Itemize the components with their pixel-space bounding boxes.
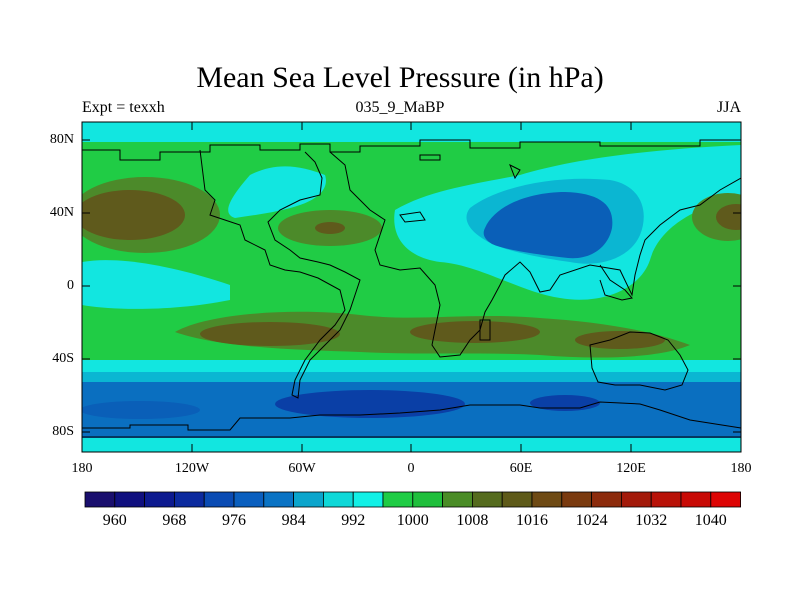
lon-tick-0: 0 xyxy=(407,461,415,476)
colorbar-box xyxy=(471,491,503,508)
pressure-high-southern-brown-1 xyxy=(200,322,340,346)
colorbar-box xyxy=(263,491,294,508)
coastline-interior-lakes xyxy=(399,211,491,341)
lat-tick-0: 0 xyxy=(67,278,74,293)
colorbar-box xyxy=(352,491,384,508)
experiment-label: Expt = texxh xyxy=(82,99,165,116)
colorbar-box xyxy=(442,491,473,508)
lat-tick-40n: 40N xyxy=(49,205,74,220)
coastline-southeast-asia xyxy=(599,264,633,301)
colorbar-box xyxy=(173,491,205,508)
coastline-antarctica xyxy=(82,401,741,431)
coastlines xyxy=(82,139,741,438)
pressure-low-asia-core xyxy=(483,192,613,259)
pressure-high-southern-brown-2 xyxy=(410,321,540,343)
axis-ticks xyxy=(82,122,741,452)
colorbar-box xyxy=(293,491,324,508)
colorbar-label: 1008 xyxy=(456,512,489,529)
lon-tick-60w: 60W xyxy=(288,461,316,476)
colorbar-box xyxy=(650,491,682,508)
colorbar-box xyxy=(412,491,443,508)
colorbar-label: 960 xyxy=(102,512,127,529)
colorbar-box xyxy=(591,491,622,508)
coastline-australia xyxy=(589,331,689,391)
coastline-greenland-islands xyxy=(419,154,521,180)
colorbar-box xyxy=(680,491,712,508)
colorbar-box xyxy=(382,491,414,508)
lat-tick-80n: 80N xyxy=(49,132,74,147)
pressure-low-southern xyxy=(275,390,465,418)
lat-tick-80s: 80S xyxy=(52,424,74,439)
colorbar-label: 1032 xyxy=(635,512,668,529)
pressure-low-southern-east xyxy=(530,395,600,411)
colorbar-label: 976 xyxy=(222,512,246,529)
lon-tick-60e: 60E xyxy=(509,461,533,476)
colorbar-label: 1040 xyxy=(694,512,727,529)
time-label: 035_9_MaBP xyxy=(355,99,445,116)
lat-tick-40s: 40S xyxy=(52,351,74,366)
colorbar-label: 992 xyxy=(341,512,366,529)
colorbar-label: 1024 xyxy=(575,512,608,529)
colorbar-label: 1000 xyxy=(396,512,429,529)
season-label: JJA xyxy=(716,99,741,116)
colorbar-label: 1016 xyxy=(516,512,548,529)
lon-tick-120w: 120W xyxy=(174,461,210,476)
lon-tick-180w: 180 xyxy=(71,461,93,476)
colorbar-box xyxy=(561,491,592,508)
pressure-field xyxy=(82,122,741,452)
map-title: Mean Sea Level Pressure (in hPa) xyxy=(196,61,604,94)
coastline-northern-land xyxy=(82,139,741,161)
pressure-band-north-cyan xyxy=(82,122,741,142)
pressure-high-north-pacific-brown xyxy=(82,190,185,240)
pressure-low-northamerica xyxy=(228,166,326,218)
lon-tick-180e: 180 xyxy=(730,461,752,476)
colorbar-box xyxy=(501,491,533,508)
lon-tick-120e: 120E xyxy=(616,461,646,476)
pressure-high-southern-brown-3 xyxy=(575,331,665,349)
colorbar-label: 984 xyxy=(281,512,306,529)
pressure-high-north-atlantic-brown xyxy=(315,222,345,234)
pressure-high-east-brown xyxy=(716,204,741,230)
pressure-low-southern-west xyxy=(82,401,200,419)
colorbar-box xyxy=(114,491,146,508)
colorbar-box xyxy=(233,491,265,508)
colorbar-box xyxy=(710,491,741,508)
colorbar-box xyxy=(322,491,354,508)
colorbar xyxy=(84,491,741,508)
pressure-band-tropical-cyan xyxy=(82,260,230,309)
colorbar-box xyxy=(84,491,116,508)
coastline-eurasia-africa xyxy=(329,151,741,358)
colorbar-box xyxy=(144,491,175,508)
colorbar-box xyxy=(203,491,235,508)
colorbar-box xyxy=(621,491,652,508)
coastline-americas xyxy=(199,149,361,399)
colorbar-label: 968 xyxy=(162,512,187,529)
colorbar-box xyxy=(531,491,563,508)
